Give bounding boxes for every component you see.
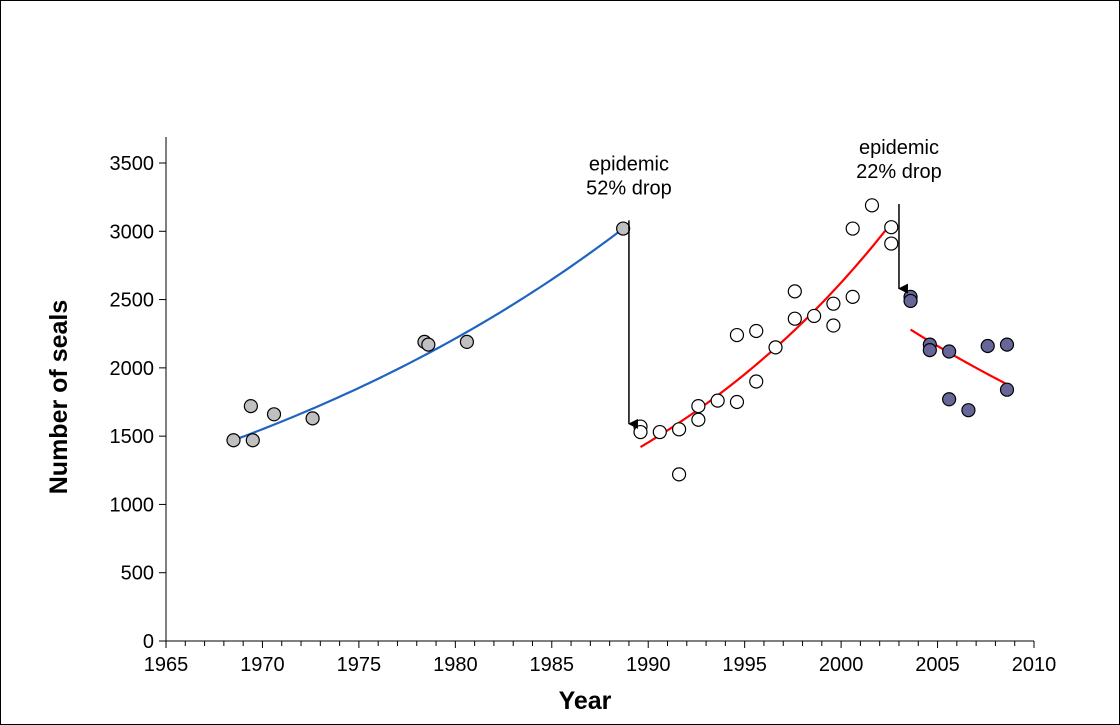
data-point bbox=[305, 411, 320, 426]
trend-line bbox=[233, 227, 624, 442]
data-point bbox=[421, 337, 436, 352]
data-point bbox=[826, 296, 841, 311]
y-tick-label: 1000 bbox=[110, 494, 155, 516]
data-point bbox=[903, 293, 918, 309]
y-tick-label: 500 bbox=[121, 563, 154, 585]
y-tick-label: 0 bbox=[143, 631, 154, 653]
x-tick-label: 2005 bbox=[915, 654, 960, 676]
x-tick-label: 1985 bbox=[530, 654, 575, 676]
data-point bbox=[922, 343, 937, 358]
data-point bbox=[942, 344, 957, 359]
data-point bbox=[845, 221, 860, 236]
x-tick-label: 1970 bbox=[240, 654, 285, 676]
y-tick-label: 2500 bbox=[110, 290, 155, 312]
data-point bbox=[266, 407, 282, 422]
x-tick-label: 1990 bbox=[626, 654, 671, 676]
data-point bbox=[226, 433, 241, 448]
annotation-text: epidemic bbox=[589, 153, 669, 175]
data-point bbox=[884, 220, 899, 235]
data-point bbox=[961, 403, 976, 418]
trend-lines bbox=[233, 222, 1008, 449]
x-axis-title: Year bbox=[559, 687, 612, 715]
x-tick-label: 1980 bbox=[433, 654, 478, 676]
data-point bbox=[980, 338, 995, 354]
data-point bbox=[787, 311, 802, 326]
data-point bbox=[729, 327, 745, 343]
data-point bbox=[243, 398, 258, 414]
data-point bbox=[671, 467, 687, 482]
data-point bbox=[749, 374, 764, 389]
data-point bbox=[999, 337, 1015, 352]
data-point bbox=[652, 424, 667, 440]
y-tick-label: 3000 bbox=[110, 221, 155, 243]
data-point bbox=[999, 382, 1015, 397]
x-tick-label: 2000 bbox=[819, 654, 864, 676]
x-tick-label: 2010 bbox=[1012, 654, 1057, 676]
data-point bbox=[826, 318, 841, 333]
data-point bbox=[671, 422, 687, 437]
y-tick-label: 3500 bbox=[110, 153, 155, 175]
data-point bbox=[807, 308, 822, 324]
trend-line bbox=[909, 328, 1008, 386]
data-point bbox=[459, 334, 475, 350]
trend-line bbox=[639, 222, 893, 449]
data-point bbox=[633, 424, 648, 440]
data-point bbox=[710, 393, 725, 408]
data-point bbox=[768, 340, 783, 355]
annotation-text: 52% drop bbox=[586, 177, 672, 199]
x-tick-label: 1965 bbox=[144, 654, 189, 676]
data-point bbox=[787, 284, 802, 299]
y-tick-label: 2000 bbox=[110, 358, 155, 380]
x-tick-label: 1975 bbox=[337, 654, 382, 676]
annotation-text: 22% drop bbox=[856, 161, 942, 183]
data-point bbox=[729, 394, 745, 410]
data-point bbox=[749, 323, 764, 339]
data-point bbox=[845, 289, 860, 304]
data-point bbox=[942, 392, 957, 407]
data-points bbox=[226, 198, 1015, 482]
data-point bbox=[616, 221, 631, 236]
y-axis-title: Number of seals bbox=[45, 300, 73, 495]
data-point bbox=[691, 412, 706, 427]
data-point bbox=[884, 236, 899, 251]
y-tick-label: 1500 bbox=[110, 426, 155, 448]
data-point bbox=[691, 398, 706, 414]
axes: 1965 1970 1975 1980 1985 1990 1995 2000 2005 2010… bbox=[110, 137, 1057, 676]
data-point bbox=[864, 198, 880, 213]
data-point bbox=[245, 433, 260, 448]
annotation-text: epidemic bbox=[859, 137, 939, 159]
x-tick-label: 1995 bbox=[722, 654, 767, 676]
